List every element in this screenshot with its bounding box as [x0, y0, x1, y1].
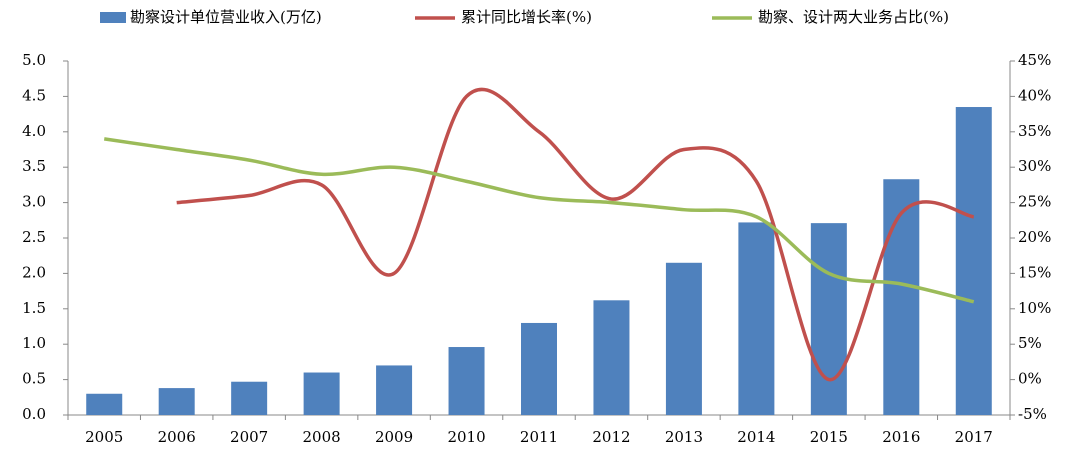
legend-label: 累计同比增长率(%): [461, 8, 592, 26]
y2-tick-label: 15%: [1018, 263, 1051, 281]
legend-label: 勘察设计单位营业收入(万亿): [130, 8, 322, 26]
x-tick-label: 2009: [375, 428, 413, 446]
x-tick-label: 2013: [665, 428, 703, 446]
bar: [665, 262, 702, 415]
x-tick-label: 2012: [592, 428, 630, 446]
y-tick-label: 1.0: [22, 334, 46, 352]
bar: [303, 372, 340, 415]
y-tick-label: 4.5: [22, 86, 46, 104]
y2-tick-label: 5%: [1018, 334, 1042, 352]
y2-tick-label: 20%: [1018, 228, 1051, 246]
y-tick-label: 3.5: [22, 157, 46, 175]
bar: [376, 365, 413, 415]
x-tick-label: 2015: [810, 428, 848, 446]
y-tick-label: 4.0: [22, 122, 46, 140]
bar: [883, 179, 920, 415]
x-tick-label: 2017: [955, 428, 993, 446]
bar: [86, 393, 123, 415]
line: [103, 137, 975, 304]
y2-tick-label: 10%: [1018, 299, 1051, 317]
bar: [231, 381, 268, 415]
x-tick-label: 2006: [158, 428, 196, 446]
bar: [448, 347, 485, 415]
x-tick-label: 2005: [85, 428, 123, 446]
x-tick-label: 2014: [737, 428, 775, 446]
legend-swatch: [100, 12, 126, 23]
x-tick-label: 2010: [447, 428, 485, 446]
y2-tick-label: 0%: [1018, 370, 1042, 388]
legend-label: 勘察、设计两大业务占比(%): [758, 8, 949, 26]
bar: [810, 223, 847, 415]
bar: [738, 222, 775, 415]
y-tick-label: 2.5: [22, 228, 46, 246]
x-tick-label: 2011: [520, 428, 558, 446]
line: [176, 87, 975, 382]
y-tick-label: 0.0: [22, 405, 46, 423]
y-tick-label: 1.5: [22, 299, 46, 317]
y-tick-label: 5.0: [22, 51, 46, 69]
y2-tick-label: 25%: [1018, 193, 1051, 211]
bar: [521, 322, 557, 415]
y2-tick-label: 40%: [1018, 86, 1051, 104]
y-tick-label: 0.5: [22, 370, 46, 388]
y2-tick-label: 45%: [1018, 51, 1051, 69]
x-tick-label: 2008: [303, 428, 341, 446]
bar: [158, 388, 195, 415]
y2-tick-label: 30%: [1018, 157, 1051, 175]
x-tick-label: 2016: [882, 428, 920, 446]
y2-tick-label: -5%: [1018, 405, 1047, 423]
bar: [593, 300, 630, 415]
bar: [955, 107, 992, 416]
x-tick-label: 2007: [230, 428, 268, 446]
y2-tick-label: 35%: [1018, 122, 1051, 140]
y-tick-label: 2.0: [22, 263, 46, 281]
y-tick-label: 3.0: [22, 193, 46, 211]
